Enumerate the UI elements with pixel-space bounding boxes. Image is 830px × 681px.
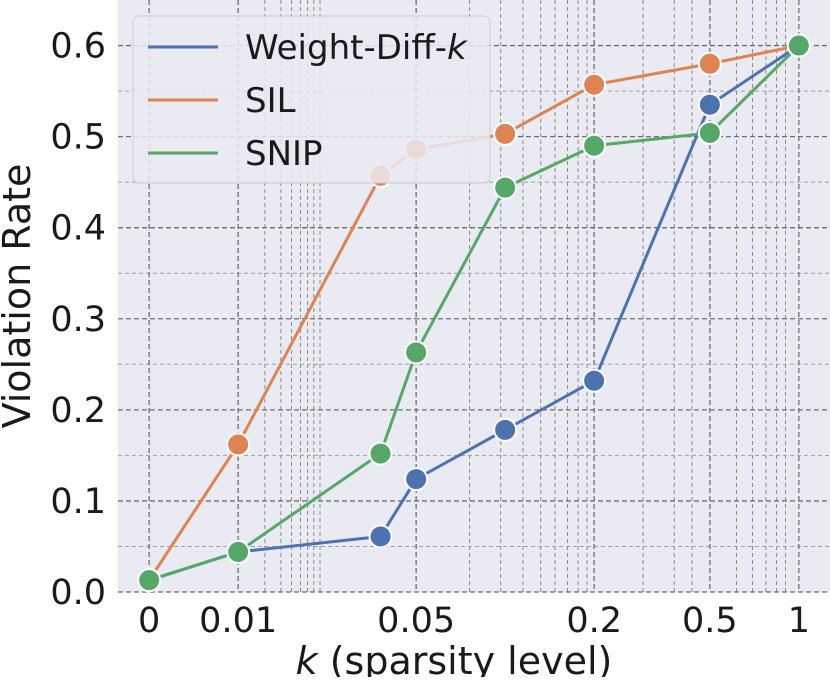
y-axis-title: Violation Rate (0, 164, 39, 429)
data-point (697, 51, 722, 76)
legend-label: SIL (245, 81, 296, 121)
data-point (226, 432, 251, 457)
x-tick-label: 0.01 (199, 601, 277, 641)
x-axis-title: k (sparsity level) (296, 639, 613, 677)
x-tick-label: 1 (788, 601, 810, 641)
x-axis-title-variable: k (296, 639, 320, 677)
legend-item: SNIP (148, 134, 323, 174)
series-line (148, 44, 800, 582)
x-tick-label: 0.2 (566, 601, 622, 641)
y-tick-label: 0.6 (50, 27, 106, 67)
data-point (582, 72, 607, 97)
legend-box (132, 15, 491, 184)
y-tick-label: 0.1 (50, 482, 106, 522)
x-tick-label: 0 (138, 601, 160, 641)
y-tick-label: 0.0 (50, 573, 106, 613)
series-line (148, 44, 800, 582)
y-tick-label: 0.4 (50, 209, 106, 249)
x-axis-title-text: (sparsity level) (318, 639, 613, 677)
data-point (226, 539, 251, 564)
data-point (697, 92, 722, 117)
data-point (697, 120, 722, 145)
data-point (404, 340, 429, 365)
data-point (582, 133, 607, 158)
y-tick-label: 0.5 (50, 118, 106, 158)
y-tick-labels: 0.0 0.1 0.2 0.3 0.4 0.5 0.6 (50, 27, 106, 613)
data-point (786, 33, 811, 58)
legend-item: SIL (148, 81, 296, 121)
data-point (368, 441, 393, 466)
x-tick-label: 0.05 (377, 601, 455, 641)
legend-label: Weight-Diff-k (245, 28, 468, 68)
data-point (137, 568, 162, 593)
series-snip (137, 33, 811, 593)
legend-label: SNIP (245, 134, 323, 174)
data-point (493, 417, 518, 442)
x-tick-label: 0.5 (682, 601, 738, 641)
data-point (404, 467, 429, 492)
x-tick-labels: 0 0.01 0.05 0.2 0.5 1 (138, 601, 810, 641)
legend: Weight-Diff-k SIL SNIP (132, 15, 491, 184)
y-tick-label: 0.2 (50, 391, 106, 431)
data-point (368, 524, 393, 549)
data-point (493, 121, 518, 146)
data-point (582, 368, 607, 393)
legend-item: Weight-Diff-k (148, 28, 468, 68)
y-tick-label: 0.3 (50, 300, 106, 340)
data-point (493, 175, 518, 200)
